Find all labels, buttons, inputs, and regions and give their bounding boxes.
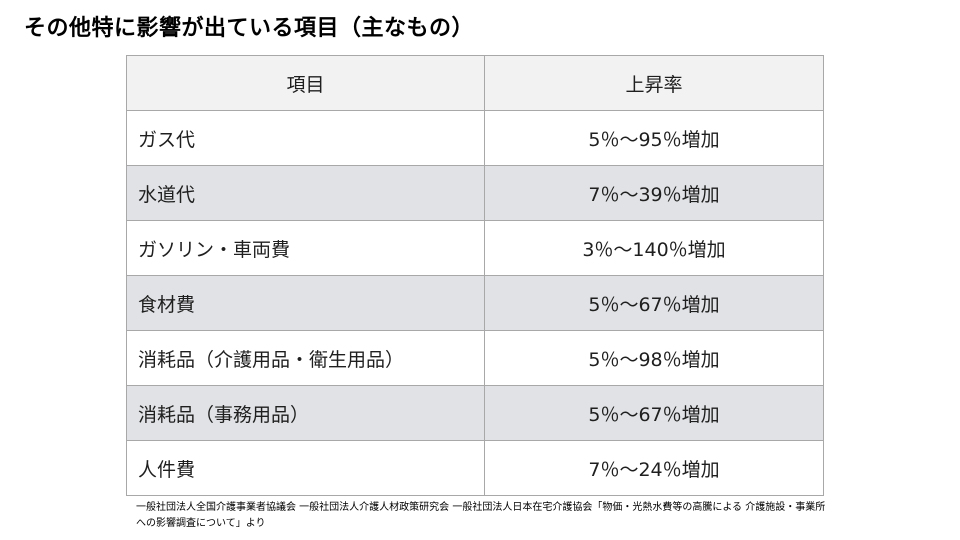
rate-cell: 5％～67％増加 — [484, 385, 824, 441]
table-header-row: 項目 上昇率 — [126, 55, 824, 111]
table-row: 食材費 5％～67％増加 — [126, 275, 824, 331]
item-cell: 人件費 — [126, 440, 485, 496]
table-row: ガソリン・車両費 3％～140％増加 — [126, 220, 824, 276]
page-title: その他特に影響が出ている項目（主なもの） — [24, 16, 475, 41]
item-cell: ガス代 — [126, 110, 485, 166]
rate-cell: 7％～24％増加 — [484, 440, 824, 496]
table-row: ガス代 5％～95％増加 — [126, 110, 824, 166]
rate-table-container: 項目 上昇率 ガス代 5％～95％増加 水道代 7％～39％増加 ガソリン・車両… — [126, 55, 824, 496]
column-header-rate: 上昇率 — [484, 55, 824, 111]
rate-cell: 5％～98％増加 — [484, 330, 824, 386]
rate-cell: 3％～140％増加 — [484, 220, 824, 276]
item-cell: 消耗品（事務用品） — [126, 385, 485, 441]
item-cell: 水道代 — [126, 165, 485, 221]
table-row: 水道代 7％～39％増加 — [126, 165, 824, 221]
source-note: 一般社団法人全国介護事業者協議会 一般社団法人介護人材政策研究会 一般社団法人日… — [136, 502, 826, 529]
rate-cell: 7％～39％増加 — [484, 165, 824, 221]
item-cell: ガソリン・車両費 — [126, 220, 485, 276]
item-cell: 消耗品（介護用品・衛生用品） — [126, 330, 485, 386]
table-row: 消耗品（事務用品） 5％～67％増加 — [126, 385, 824, 441]
column-header-item: 項目 — [126, 55, 485, 111]
table-row: 人件費 7％～24％増加 — [126, 440, 824, 496]
table-row: 消耗品（介護用品・衛生用品） 5％～98％増加 — [126, 330, 824, 386]
rate-table: 項目 上昇率 ガス代 5％～95％増加 水道代 7％～39％増加 ガソリン・車両… — [126, 55, 824, 496]
item-cell: 食材費 — [126, 275, 485, 331]
rate-cell: 5％～67％増加 — [484, 275, 824, 331]
rate-cell: 5％～95％増加 — [484, 110, 824, 166]
